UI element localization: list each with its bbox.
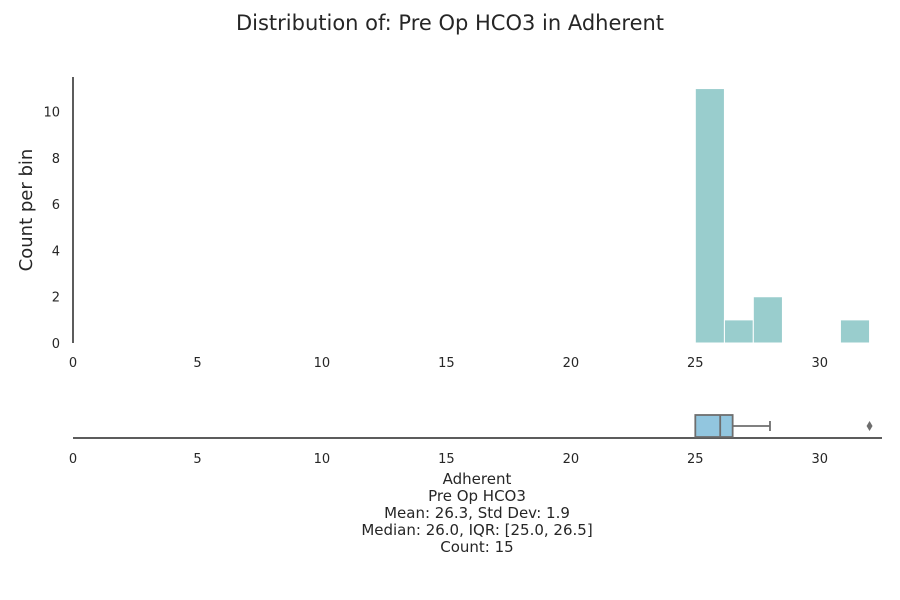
hist-bar-5 — [839, 319, 871, 344]
hist-x-tick-label: 25 — [687, 356, 704, 371]
hist-x-ticks: 0 5 10 15 20 25 30 — [69, 356, 828, 371]
box-x-tick-label: 30 — [811, 452, 828, 467]
hist-bar-1 — [723, 319, 754, 344]
box-x-tick-label: 15 — [438, 452, 455, 467]
hist-y-tick-label: 0 — [52, 337, 60, 352]
hist-x-tick-label: 20 — [563, 356, 580, 371]
box-x-tick-label: 5 — [193, 452, 201, 467]
y-axis-label: Count per bin — [16, 149, 37, 272]
hist-y-tick-label: 2 — [52, 291, 60, 306]
hist-x-tick-label: 5 — [193, 356, 201, 371]
hist-y-tick-label: 10 — [43, 106, 60, 121]
box-outlier-0 — [866, 421, 873, 431]
box-x-tick-label: 20 — [563, 452, 580, 467]
chart-title: Distribution of: Pre Op HCO3 in Adherent — [236, 11, 664, 35]
hist-x-tick-label: 0 — [69, 356, 77, 371]
box-x-tick-label: 25 — [687, 452, 704, 467]
stats-line-mean: Mean: 26.3, Std Dev: 1.9 — [384, 504, 570, 522]
stats-line-count: Count: 15 — [440, 538, 513, 556]
histogram-panel: Count per bin 0 2 4 6 8 10 0 5 10 15 20 25 30 — [16, 77, 871, 371]
box-x-tick-label: 0 — [69, 452, 77, 467]
hist-bar-2 — [752, 296, 783, 344]
stats-text: Adherent Pre Op HCO3 Mean: 26.3, Std Dev… — [361, 470, 592, 556]
box-x-ticks: 0 5 10 15 20 25 30 — [69, 452, 828, 467]
hist-x-tick-label: 30 — [811, 356, 828, 371]
hist-x-tick-label: 15 — [438, 356, 455, 371]
box-shapes — [694, 414, 873, 438]
stats-line-variable: Pre Op HCO3 — [428, 487, 526, 505]
hist-y-tick-label: 4 — [52, 244, 60, 259]
box-iqr — [694, 414, 734, 438]
hist-bars — [694, 88, 871, 344]
stats-line-median: Median: 26.0, IQR: [25.0, 26.5] — [361, 521, 592, 539]
hist-x-tick-label: 10 — [314, 356, 331, 371]
stats-line-group: Adherent — [443, 470, 512, 488]
box-x-tick-label: 10 — [314, 452, 331, 467]
hist-bar-0 — [694, 88, 725, 344]
hist-y-tick-label: 8 — [52, 152, 60, 167]
boxplot-panel: 0 5 10 15 20 25 30 — [69, 414, 882, 467]
hist-y-ticks: 0 2 4 6 8 10 — [43, 106, 60, 352]
hist-y-tick-label: 6 — [52, 198, 60, 213]
